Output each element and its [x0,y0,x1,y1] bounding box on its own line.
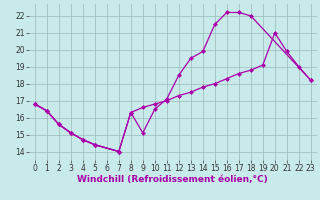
X-axis label: Windchill (Refroidissement éolien,°C): Windchill (Refroidissement éolien,°C) [77,175,268,184]
